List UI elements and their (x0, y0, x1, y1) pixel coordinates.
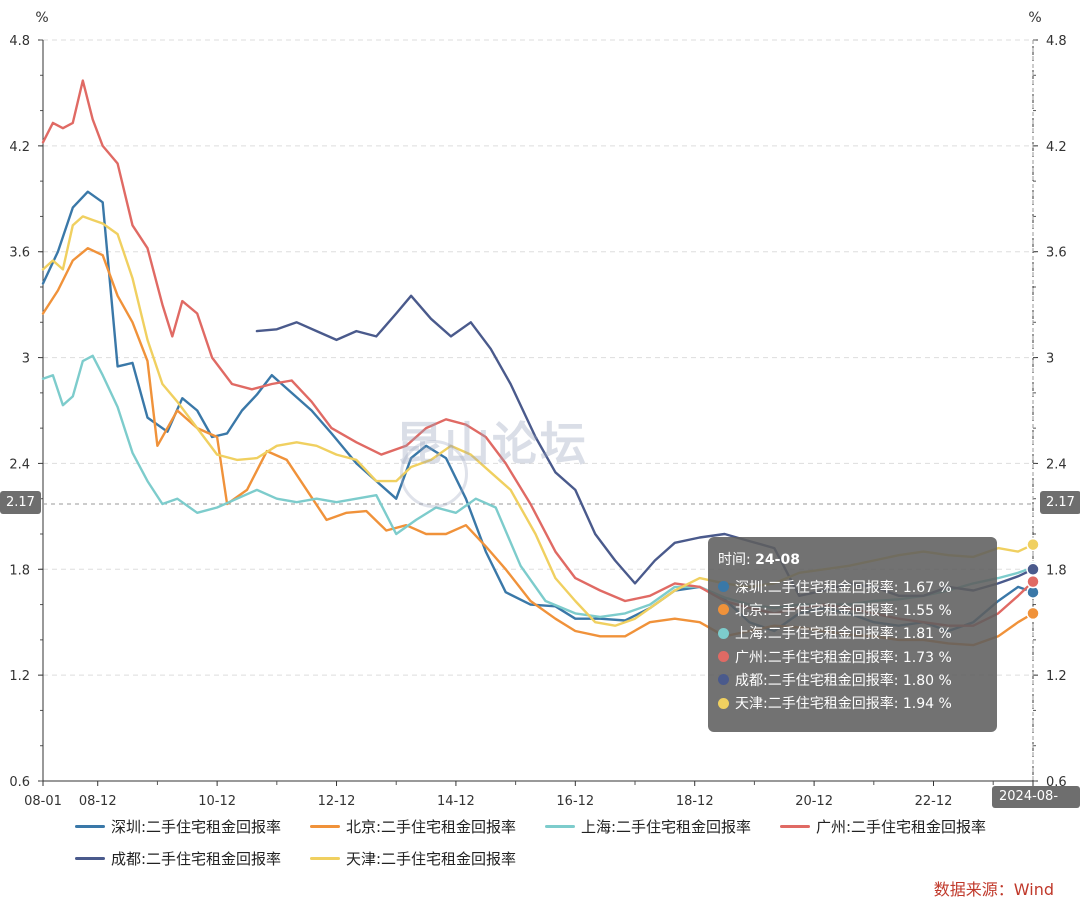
tooltip-row: 广州:二手住宅租金回报率: 1.73 % (718, 645, 987, 668)
y-tick-label-left: 1.8 (9, 563, 30, 578)
legend-item[interactable]: 成都:二手住宅租金回报率 (75, 848, 281, 869)
x-tick-label: 22-12 (915, 794, 953, 809)
tooltip-label: 天津:二手住宅租金回报率: 1.94 % (735, 696, 952, 713)
y-unit-right: % (1028, 10, 1041, 26)
tooltip-dot (718, 604, 729, 616)
x-tick-label: 08-01 (24, 794, 62, 809)
legend-swatch (545, 825, 575, 828)
data-source: 数据来源：Wind (933, 880, 1054, 899)
tooltip-label: 成都:二手住宅租金回报率: 1.80 % (735, 672, 952, 689)
tooltip-row: 天津:二手住宅租金回报率: 1.94 % (718, 691, 987, 714)
tooltip-dot (718, 697, 729, 709)
tooltip-row: 成都:二手住宅租金回报率: 1.80 % (718, 668, 987, 691)
tooltip-time: 24-08 (755, 552, 800, 568)
y-tick-label-right: 1.8 (1046, 563, 1067, 578)
legend-swatch (780, 825, 810, 828)
watermark-circle (400, 440, 468, 508)
y-tick-label-right: 3.6 (1046, 246, 1067, 261)
tooltip-label: 北京:二手住宅租金回报率: 1.55 % (735, 602, 952, 619)
y-tick-label-left: 2.4 (9, 457, 30, 472)
y-tick-label-left: 0.6 (9, 775, 30, 790)
tooltip-dot (718, 651, 729, 663)
y-tick-label-left: 3.6 (9, 246, 30, 261)
crosshair-date-badge: 2024-08-31 (992, 786, 1080, 826)
series-end-point-1 (1026, 606, 1040, 621)
legend-label: 上海:二手住宅租金回报率 (581, 818, 752, 836)
crosshair-y-right-badge: 2.17 (1040, 491, 1080, 514)
tooltip-label: 上海:二手住宅租金回报率: 1.81 % (735, 626, 952, 643)
series-end-point-4 (1026, 562, 1040, 577)
tooltip-dot (718, 581, 729, 593)
x-tick-label: 12-12 (318, 794, 356, 809)
legend-label: 深圳:二手住宅租金回报率 (111, 818, 282, 836)
legend-label: 北京:二手住宅租金回报率 (346, 818, 517, 836)
tooltip-dot (718, 627, 729, 639)
y-tick-label-left: 3 (22, 352, 30, 367)
y-tick-label-right: 3 (1046, 352, 1054, 367)
tooltip-dot (718, 674, 729, 686)
tooltip-title: 时间: 24-08 (718, 552, 800, 568)
legend-label: 天津:二手住宅租金回报率 (346, 850, 517, 868)
legend-swatch (310, 825, 340, 828)
crosshair-y-left-badge: 2.17 (0, 491, 41, 514)
legend-item[interactable]: 广州:二手住宅租金回报率 (780, 816, 986, 837)
x-tick-label: 08-12 (79, 794, 117, 809)
tooltip-label: 深圳:二手住宅租金回报率: 1.67 % (735, 579, 952, 596)
y-tick-label-right: 4.8 (1046, 34, 1067, 49)
x-tick-label: 14-12 (437, 794, 475, 809)
x-tick-label: 20-12 (795, 794, 833, 809)
legend-item[interactable]: 天津:二手住宅租金回报率 (310, 848, 516, 869)
tooltip-row: 上海:二手住宅租金回报率: 1.81 % (718, 622, 987, 645)
legend-swatch (75, 825, 105, 828)
y-tick-label-left: 4.8 (9, 34, 30, 49)
legend-item[interactable]: 深圳:二手住宅租金回报率 (75, 816, 281, 837)
series-end-point-5 (1026, 537, 1040, 552)
tooltip-row: 深圳:二手住宅租金回报率: 1.67 % (718, 575, 987, 598)
legend-label: 成都:二手住宅租金回报率 (111, 850, 282, 868)
legend-swatch (310, 857, 340, 860)
x-tick-label: 16-12 (556, 794, 594, 809)
y-tick-label-left: 1.2 (9, 669, 30, 684)
tooltip-label: 广州:二手住宅租金回报率: 1.73 % (735, 649, 952, 666)
y-tick-label-left: 4.2 (9, 140, 30, 155)
x-tick-label: 18-12 (676, 794, 714, 809)
tooltip-row: 北京:二手住宅租金回报率: 1.55 % (718, 598, 987, 621)
legend-item[interactable]: 上海:二手住宅租金回报率 (545, 816, 751, 837)
x-tick-label: 10-12 (198, 794, 236, 809)
y-tick-label-right: 1.2 (1046, 669, 1067, 684)
y-unit-left: % (35, 10, 48, 26)
legend-label: 广州:二手住宅租金回报率 (816, 818, 987, 836)
y-tick-label-right: 2.4 (1046, 457, 1067, 472)
watermark-text: 昆山论坛 (396, 417, 588, 471)
y-tick-label-right: 4.2 (1046, 140, 1067, 155)
legend-item[interactable]: 北京:二手住宅租金回报率 (310, 816, 516, 837)
series-end-point-3 (1026, 574, 1040, 589)
legend-swatch (75, 857, 105, 860)
tooltip-rows: 深圳:二手住宅租金回报率: 1.67 % 北京:二手住宅租金回报率: 1.55 %… (718, 575, 987, 715)
data-tooltip: 时间: 24-08 深圳:二手住宅租金回报率: 1.67 % 北京:二手住宅租金回… (708, 537, 997, 732)
